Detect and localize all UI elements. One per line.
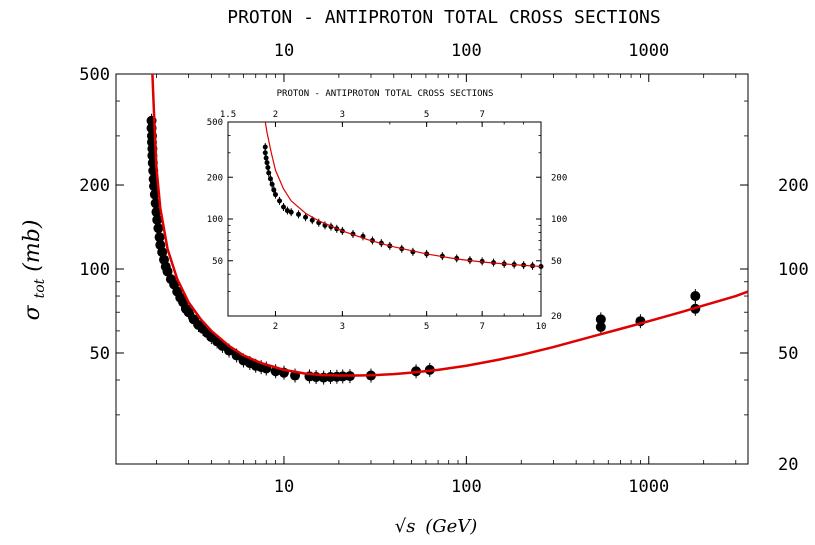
main-right-tick-label: 20 (778, 455, 798, 475)
main-right-tick-label: 100 (778, 260, 809, 280)
inset-bottom-tick-label: 3 (340, 322, 345, 332)
y-axis-label-unit: (mb) (20, 220, 45, 272)
main-fit-curve (151, 73, 749, 377)
inset-left-tick-label: 50 (212, 257, 223, 267)
main-bottom-tick-label: 10 (274, 477, 294, 497)
x-axis-label-unit: (GeV) (425, 516, 477, 537)
inset-data-point (264, 160, 270, 166)
y-axis-label-main: σ (20, 304, 45, 320)
main-data-point (149, 189, 160, 200)
inset-data-point (284, 208, 290, 214)
main-data-point (162, 266, 173, 277)
inset-top-tick-label: 2 (273, 110, 278, 120)
main-top-tick-label: 1000 (628, 41, 669, 61)
main-left-tick-label: 200 (79, 176, 110, 196)
inset-top-tick-label: 7 (479, 110, 484, 120)
inset-top-tick-label: 1.5 (220, 110, 236, 120)
inset-left-tick-label: 100 (207, 215, 223, 225)
main-bottom-tick-label: 1000 (628, 477, 669, 497)
y-axis-label-sub: tot (32, 278, 48, 298)
inset-right-tick-label: 100 (551, 215, 567, 225)
inset-plot-frame (227, 121, 542, 317)
inset-right-tick-label: 20 (551, 312, 562, 322)
inset-data-point (265, 165, 271, 171)
main-data-point (150, 198, 161, 209)
main-right-tick-label: 50 (778, 344, 798, 364)
main-left-tick-label: 500 (79, 65, 110, 85)
main-top-tick-label: 10 (274, 41, 294, 61)
main-data-point (154, 232, 165, 243)
inset-bottom-tick-label: 10 (536, 322, 547, 332)
inset-data-point (296, 211, 302, 217)
main-data-point (149, 181, 160, 192)
inset-data-point (262, 144, 268, 150)
inset-chart-title: PROTON - ANTIPROTON TOTAL CROSS SECTIONS (277, 89, 494, 99)
main-ticks: 10 100 1000 10 100 1000 500 200 100 50 200 100 50 20 (79, 41, 808, 497)
inset-data-point (272, 192, 278, 198)
inset-data-point (288, 209, 294, 215)
inset-top-tick-label: 3 (340, 110, 345, 120)
main-fit-line (151, 73, 749, 377)
inset-data-point (281, 204, 287, 210)
inset-bottom-tick-label: 7 (479, 322, 484, 332)
main-left-tick-label: 50 (90, 344, 110, 364)
main-data-point (595, 321, 606, 332)
inset-data-point (266, 170, 272, 176)
x-axis-label-base: √s (395, 516, 416, 537)
main-data-point (157, 247, 168, 258)
inset-right-tick-label: 50 (551, 257, 562, 267)
main-data-point (151, 207, 162, 218)
inset-data-point (269, 181, 275, 187)
inset-ticks: 2 3 5 7 10 1.5 2 3 5 7 500 200 100 50 200 100 50 20 (207, 110, 568, 332)
x-axis-label: √s (GeV) (395, 516, 478, 537)
inset-data-point (277, 198, 283, 204)
inset-data-point (303, 214, 309, 220)
inset-bottom-tick-label: 5 (424, 322, 429, 332)
y-axis-label: σ tot (mb) (20, 220, 50, 321)
inset-chart (227, 121, 542, 317)
main-data-point (153, 223, 164, 234)
inset-data-point (267, 176, 273, 182)
inset-right-tick-label: 200 (551, 173, 567, 183)
inset-left-tick-label: 500 (207, 118, 223, 128)
inset-data-point (263, 155, 269, 161)
main-data-point (690, 291, 701, 302)
main-chart-title: PROTON - ANTIPROTON TOTAL CROSS SECTIONS (227, 7, 660, 28)
main-data-point (183, 307, 194, 318)
main-bottom-tick-label: 100 (451, 477, 482, 497)
inset-fit-curve (264, 121, 542, 268)
inset-data-point (262, 150, 268, 156)
inset-bottom-tick-label: 2 (273, 322, 278, 332)
main-left-tick-label: 100 (79, 260, 110, 280)
inset-top-tick-label: 5 (424, 110, 429, 120)
inset-fit-line (264, 121, 542, 268)
inset-left-tick-label: 200 (207, 173, 223, 183)
main-top-tick-label: 100 (451, 41, 482, 61)
inset-data-points (262, 143, 544, 271)
inset-data-point (309, 217, 315, 223)
main-data-point (595, 314, 606, 325)
main-right-tick-label: 200 (778, 176, 809, 196)
main-data-point (152, 214, 163, 225)
y-axis-label-text: σ tot (mb) (20, 220, 50, 321)
